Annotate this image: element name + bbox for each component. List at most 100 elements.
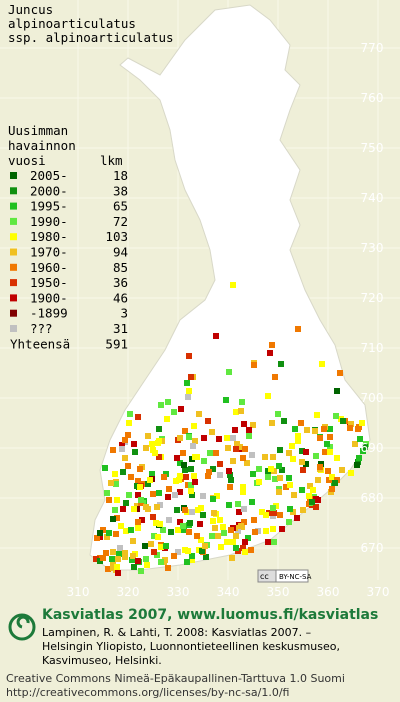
observation: [230, 435, 236, 441]
grid-y-label: 690: [361, 441, 384, 455]
observation: [230, 282, 236, 288]
observation: [106, 530, 112, 536]
grid-y-label: 750: [361, 141, 384, 155]
observation: [339, 467, 345, 473]
observation: [268, 466, 274, 472]
observation: [317, 464, 323, 470]
grid-y-label: 730: [361, 241, 384, 255]
observation: [122, 554, 128, 560]
observation: [197, 521, 203, 527]
observation: [306, 493, 312, 499]
observation: [152, 450, 158, 456]
observation: [104, 490, 110, 496]
legend-label: 2000-: [30, 183, 68, 198]
observation: [164, 416, 170, 422]
observation: [325, 468, 331, 474]
observation: [357, 436, 363, 442]
legend-count: 36: [113, 275, 128, 290]
observation: [103, 550, 109, 556]
observation: [238, 408, 244, 414]
observation: [272, 476, 278, 482]
observation: [110, 447, 116, 453]
observation: [188, 488, 194, 494]
observation: [156, 454, 162, 460]
legend-count: 18: [113, 168, 128, 183]
observation: [144, 562, 150, 568]
observation: [286, 475, 292, 481]
observation: [118, 523, 124, 529]
observation: [269, 420, 275, 426]
observation: [125, 463, 131, 469]
observation: [155, 534, 161, 540]
observation: [162, 557, 168, 563]
observation: [205, 473, 211, 479]
observation: [321, 426, 327, 432]
grid-y-label: 700: [361, 391, 384, 405]
observation: [181, 462, 187, 468]
observation: [217, 461, 223, 467]
observation: [113, 481, 119, 487]
observation: [147, 477, 153, 483]
grid-y-label: 710: [361, 341, 384, 355]
title: ssp. alpinoarticulatus: [8, 30, 174, 45]
observation: [290, 456, 296, 462]
observation: [166, 517, 172, 523]
observation: [211, 510, 217, 516]
observation: [278, 361, 284, 367]
observation: [189, 492, 195, 498]
observation: [110, 565, 116, 571]
observation: [130, 553, 136, 559]
observation: [188, 374, 194, 380]
observation: [246, 433, 252, 439]
observation: [177, 489, 183, 495]
observation: [116, 551, 122, 557]
observation: [199, 548, 205, 554]
observation: [145, 481, 151, 487]
observation: [277, 475, 283, 481]
observation: [104, 534, 110, 540]
observation: [143, 556, 149, 562]
cc-mark: cc: [260, 572, 269, 581]
observation: [184, 380, 190, 386]
observation: [174, 507, 180, 513]
observation: [312, 428, 318, 434]
observation: [161, 474, 167, 480]
observation: [156, 490, 162, 496]
observation: [114, 564, 120, 570]
observation: [226, 468, 232, 474]
observation: [150, 491, 156, 497]
headline: Kasviatlas 2007, www.luomus.fi/kasviatla…: [42, 607, 378, 623]
observation: [276, 463, 282, 469]
observation: [251, 362, 257, 368]
observation: [171, 553, 177, 559]
observation: [158, 402, 164, 408]
observation: [205, 418, 211, 424]
observation: [110, 561, 116, 567]
observation: [270, 526, 276, 532]
observation: [182, 428, 188, 434]
observation: [149, 471, 155, 477]
observation: [327, 434, 333, 440]
license: Creative Commons Nimeä-Epäkaupallinen-Ta…: [6, 672, 345, 685]
title: alpinoarticulatus: [8, 16, 136, 31]
observation: [175, 549, 181, 555]
observation: [230, 539, 236, 545]
observation: [283, 484, 289, 490]
observation: [192, 454, 198, 460]
license-badge: cc BY-NC-SA: [257, 569, 312, 583]
observation: [154, 504, 160, 510]
observation: [362, 444, 368, 450]
observation: [149, 441, 155, 447]
observation: [249, 499, 255, 505]
observation: [122, 550, 128, 556]
observation: [177, 519, 183, 525]
observation: [347, 425, 353, 431]
observation: [324, 441, 330, 447]
observation: [277, 512, 283, 518]
legend-label: 2005-: [30, 168, 68, 183]
observation: [229, 555, 235, 561]
observation: [135, 558, 141, 564]
observation: [177, 460, 183, 466]
observation: [126, 420, 132, 426]
